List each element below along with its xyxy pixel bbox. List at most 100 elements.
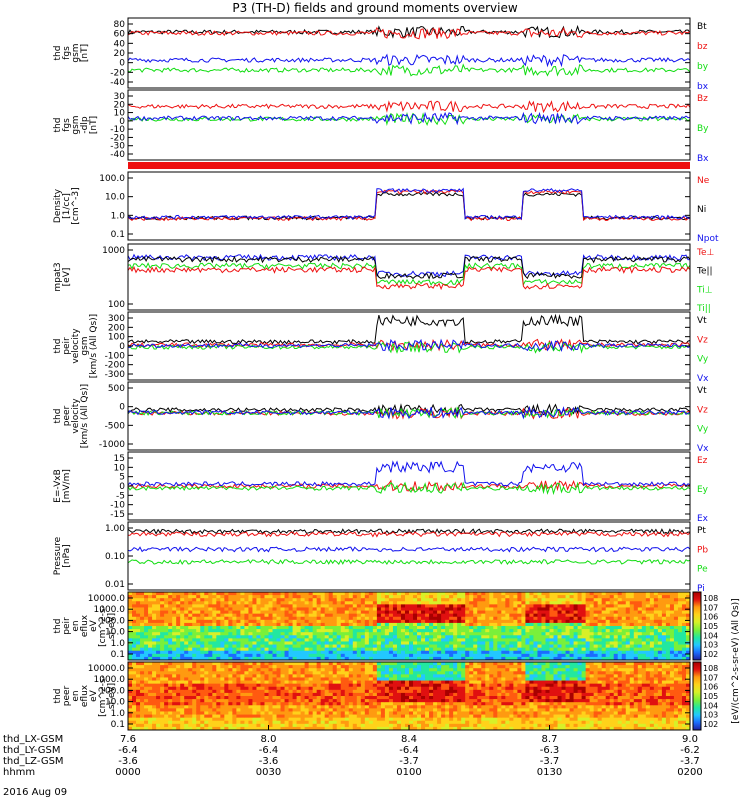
spectrogram-cell: [164, 619, 169, 624]
spectrogram-cell: [665, 653, 671, 658]
spectrogram-cell: [653, 592, 659, 596]
spectrogram-cell: [517, 638, 522, 642]
spectrogram-cell: [180, 626, 185, 630]
spectrogram-cell: [268, 613, 273, 618]
spectrogram-cell: [400, 689, 406, 694]
spectrogram-cell: [136, 635, 141, 639]
spectrogram-cell: [569, 626, 574, 630]
spectrogram-cell: [340, 711, 346, 715]
spectrogram-cell: [413, 686, 418, 691]
spectrogram-cell: [396, 650, 402, 655]
spectrogram-cell: [244, 677, 249, 681]
spectrogram-cell: [517, 598, 522, 602]
spectrogram-cell: [380, 595, 386, 599]
spectrogram-cell: [132, 686, 137, 691]
spectrogram-cell: [521, 622, 526, 627]
spectrogram-cell: [577, 619, 583, 624]
spectrogram-cell: [681, 592, 687, 596]
spectrogram-cell: [513, 598, 518, 602]
spectrogram-cell: [188, 714, 193, 719]
spectrogram-cell: [360, 702, 366, 706]
spectrogram-cell: [128, 629, 133, 633]
spectrogram-cell: [220, 699, 225, 703]
spectrogram-cell: [180, 653, 185, 658]
spectrogram-cell: [453, 647, 458, 652]
spectrogram-cell: [152, 720, 157, 725]
spectrogram-cell: [132, 671, 137, 675]
spectrogram-cell: [252, 635, 257, 639]
spectrogram-cell: [625, 598, 631, 602]
spectrogram-cell: [172, 671, 177, 675]
spectrogram-cell: [196, 592, 201, 596]
spectrogram-cell: [449, 653, 454, 658]
spectrogram-cell: [605, 607, 611, 611]
spectrogram-cell: [509, 656, 514, 661]
spectrogram-cell: [212, 720, 217, 725]
spectrogram-cell: [204, 598, 209, 602]
spectrogram-cell: [384, 726, 390, 731]
spectrogram-cell: [220, 619, 225, 624]
spectrogram-cell: [581, 626, 587, 630]
spectrogram-cell: [312, 702, 318, 706]
spectrogram-cell: [344, 626, 350, 630]
spectrogram-cell: [348, 635, 354, 639]
spectrogram-cell: [661, 622, 667, 627]
spectrogram-cell: [433, 626, 438, 630]
spectrogram-cell: [605, 592, 611, 596]
spectrogram-cell: [272, 610, 277, 615]
spectrogram-cell: [392, 677, 398, 681]
spectrogram-cell: [268, 638, 273, 642]
spectrogram-cell: [164, 720, 169, 725]
spectrogram-cell: [224, 644, 229, 649]
spectrogram-cell: [240, 607, 245, 611]
spectrogram-cell: [224, 720, 229, 725]
spectrogram-cell: [160, 656, 165, 661]
spectrogram-cell: [260, 622, 265, 627]
spectrogram-cell: [396, 622, 402, 627]
spectrogram-cell: [268, 644, 273, 649]
spectrogram-cell: [653, 619, 659, 624]
spectrogram-cell: [168, 683, 173, 688]
spectrogram-cell: [148, 638, 153, 642]
spectrogram-cell: [384, 717, 390, 722]
spectrogram-cell: [128, 702, 133, 706]
spectrogram-cell: [364, 668, 370, 672]
spectrogram-cell: [396, 723, 402, 728]
y-tick-label: -15: [110, 510, 125, 520]
spectrogram-cell: [132, 656, 137, 661]
spectrogram-cell: [228, 638, 233, 642]
spectrogram-cell: [388, 726, 394, 731]
spectrogram-cell: [180, 622, 185, 627]
spectrogram-cell: [409, 619, 414, 624]
spectrogram-cell: [252, 662, 257, 666]
spectrogram-cell: [557, 632, 562, 636]
spectrogram-cell: [380, 674, 386, 678]
spectrogram-cell: [336, 622, 342, 627]
spectrogram-cell: [204, 668, 209, 672]
spectrogram-cell: [613, 601, 619, 605]
spectrogram-cell: [244, 711, 249, 715]
spectrogram-cell: [212, 656, 217, 661]
spectrogram-cell: [573, 598, 578, 602]
spectrogram-cell: [352, 635, 358, 639]
spectrogram-cell: [372, 650, 378, 655]
spectrogram-cell: [224, 723, 229, 728]
spectrogram-cell: [184, 656, 189, 661]
spectrogram-cell: [248, 668, 253, 672]
spectrogram-cell: [180, 641, 185, 645]
spectrogram-cell: [473, 592, 478, 596]
spectrogram-cell: [609, 656, 615, 661]
spectrogram-cell: [356, 699, 362, 703]
spectrogram-cell: [441, 613, 446, 618]
spectrogram-cell: [417, 680, 422, 685]
spectrogram-cell: [384, 610, 390, 615]
spectrogram-cell: [196, 598, 201, 602]
spectrogram-cell: [437, 635, 442, 639]
spectrogram-cell: [553, 610, 558, 615]
spectrogram-cell: [264, 656, 269, 661]
spectrogram-cell: [252, 677, 257, 681]
spectrogram-cell: [396, 717, 402, 722]
spectrogram-cell: [288, 613, 293, 618]
spectrogram-cell: [244, 638, 249, 642]
spectrogram-cell: [637, 592, 643, 596]
